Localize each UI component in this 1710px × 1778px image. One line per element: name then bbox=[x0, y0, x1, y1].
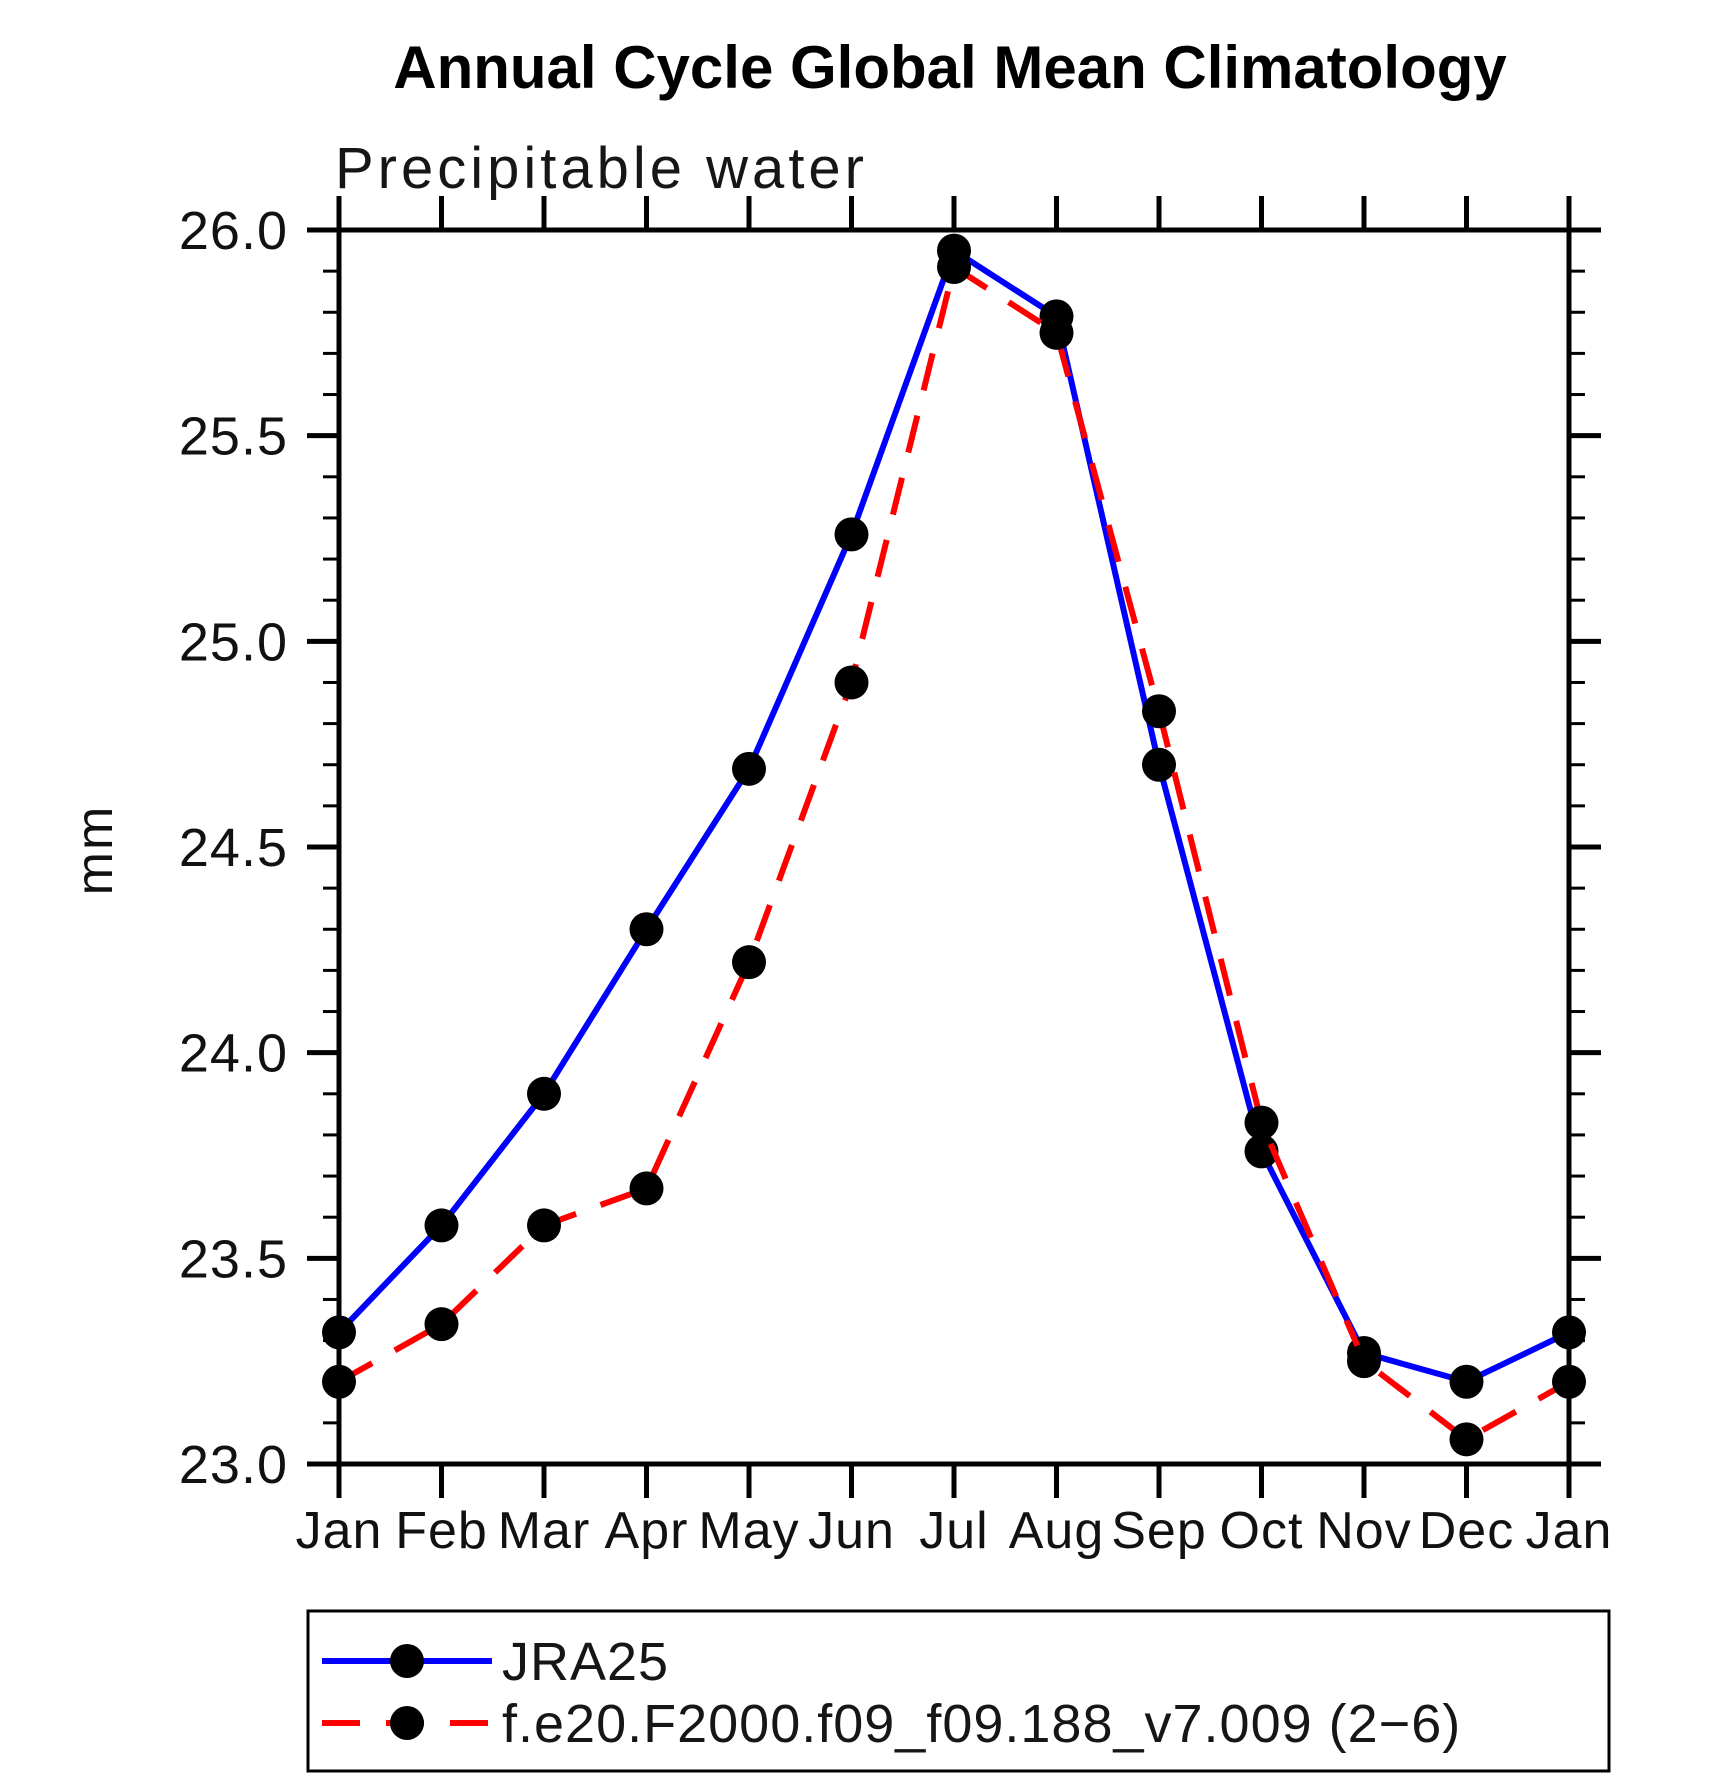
legend-marker bbox=[390, 1706, 424, 1740]
data-point-marker bbox=[527, 1208, 561, 1243]
legend-label-model: f.e20.F2000.f09_f09.188_v7.009 (2−6) bbox=[502, 1694, 1461, 1754]
legend-label-jra25: JRA25 bbox=[502, 1632, 669, 1692]
data-point-marker bbox=[424, 1307, 459, 1342]
x-tick-label: Apr bbox=[605, 1502, 689, 1560]
x-tick-label: Jan bbox=[1526, 1502, 1613, 1560]
data-point-marker bbox=[322, 1315, 356, 1350]
chart-title: Annual Cycle Global Mean Climatology bbox=[393, 34, 1507, 101]
series-line-jra25 bbox=[336, 246, 1571, 1385]
x-tick-label: Jul bbox=[919, 1502, 988, 1560]
x-tick-label: Oct bbox=[1220, 1502, 1304, 1560]
x-tick-label: May bbox=[698, 1502, 799, 1560]
x-tick-label: Jan bbox=[296, 1502, 383, 1560]
data-point-marker bbox=[1244, 1134, 1279, 1169]
legend: JRA25 f.e20.F2000.f09_f09.188_v7.009 (2−… bbox=[306, 1609, 1611, 1773]
x-tick-label: Feb bbox=[395, 1502, 488, 1560]
y-tick-label: 26.0 bbox=[179, 201, 288, 261]
y-tick-label: 25.0 bbox=[179, 612, 288, 672]
data-point-marker bbox=[629, 912, 664, 947]
x-tick-label: Mar bbox=[498, 1502, 591, 1560]
y-tick-label: 23.0 bbox=[179, 1435, 288, 1495]
y-tick-label: 23.5 bbox=[179, 1229, 288, 1289]
chart-subtitle: Precipitable water bbox=[335, 136, 868, 201]
x-tick-label: Jun bbox=[808, 1502, 895, 1560]
series-line-model bbox=[337, 262, 1571, 1443]
data-point-marker bbox=[1552, 1364, 1586, 1399]
data-point-marker bbox=[1142, 747, 1176, 782]
legend-marker bbox=[390, 1644, 424, 1678]
data-point-marker bbox=[1039, 315, 1074, 350]
data-point-marker bbox=[1142, 694, 1176, 729]
x-tick-label: Nov bbox=[1316, 1502, 1411, 1560]
legend-box bbox=[306, 1609, 1611, 1773]
data-point-marker bbox=[937, 250, 971, 285]
data-point-marker bbox=[322, 1364, 356, 1399]
data-point-marker bbox=[424, 1208, 459, 1243]
data-point-marker bbox=[834, 517, 869, 552]
y-tick-label: 25.5 bbox=[179, 407, 288, 467]
plot-border bbox=[336, 227, 1572, 1467]
data-point-marker bbox=[1347, 1344, 1381, 1379]
x-tick-label: Aug bbox=[1009, 1502, 1105, 1560]
data-point-marker bbox=[1449, 1422, 1484, 1457]
axes-box bbox=[336, 227, 1572, 1467]
data-point-marker bbox=[732, 945, 766, 980]
x-tick-label: Sep bbox=[1111, 1502, 1207, 1560]
data-series bbox=[322, 233, 1586, 1457]
axis-ticks bbox=[307, 196, 1601, 1498]
data-point-marker bbox=[1449, 1364, 1484, 1399]
y-tick-label: 24.5 bbox=[179, 818, 288, 878]
y-tick-label: 24.0 bbox=[179, 1024, 288, 1084]
y-axis-label: mm bbox=[66, 805, 124, 896]
data-point-marker bbox=[1552, 1315, 1586, 1350]
data-point-marker bbox=[629, 1171, 664, 1206]
data-point-marker bbox=[527, 1076, 561, 1111]
legend-swatches bbox=[322, 1644, 492, 1740]
data-point-marker bbox=[1244, 1105, 1279, 1140]
x-tick-label: Dec bbox=[1419, 1502, 1514, 1560]
data-point-marker bbox=[834, 665, 869, 700]
data-point-marker bbox=[732, 751, 766, 786]
